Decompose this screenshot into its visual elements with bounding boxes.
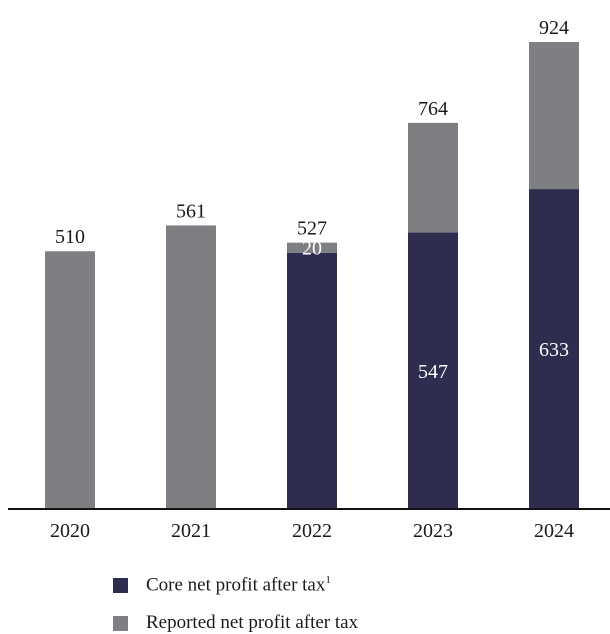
bar-reported-2021 <box>166 225 216 509</box>
bar-label-core-2024: 633 <box>539 339 569 361</box>
total-label-2024: 924 <box>539 17 569 39</box>
bar-reported-2024 <box>529 42 579 190</box>
total-label-2023: 764 <box>418 98 448 120</box>
bar-reported-2022 <box>287 242 337 253</box>
total-label-2020: 510 <box>55 226 85 248</box>
legend-swatch-core <box>113 577 128 593</box>
legend-item-reported: Reported net profit after tax <box>113 612 358 634</box>
total-label-2022: 527 <box>297 218 327 240</box>
bar-reported-2023 <box>408 122 458 233</box>
legend-label-core: Core net profit after tax1 <box>146 574 331 596</box>
x-tick-label-2021: 2021 <box>171 520 211 542</box>
x-tick-label-2022: 2022 <box>292 520 332 542</box>
bar-core-2023 <box>408 232 458 509</box>
total-label-2021: 561 <box>176 200 206 222</box>
x-tick-label-2023: 2023 <box>413 520 453 542</box>
legend-label-reported: Reported net profit after tax <box>146 612 359 633</box>
bar-label-reported-2022: 20 <box>302 238 322 260</box>
bar-reported-2020 <box>45 251 95 509</box>
x-tick-label-2020: 2020 <box>50 520 90 542</box>
legend-swatch-reported <box>113 615 128 631</box>
legend-item-core: Core net profit after tax1 <box>113 574 331 596</box>
bar-core-2022 <box>287 252 337 509</box>
x-tick-label-2024: 2024 <box>534 520 574 542</box>
bar-core-2024 <box>529 189 579 509</box>
bar-label-core-2023: 547 <box>418 361 448 383</box>
